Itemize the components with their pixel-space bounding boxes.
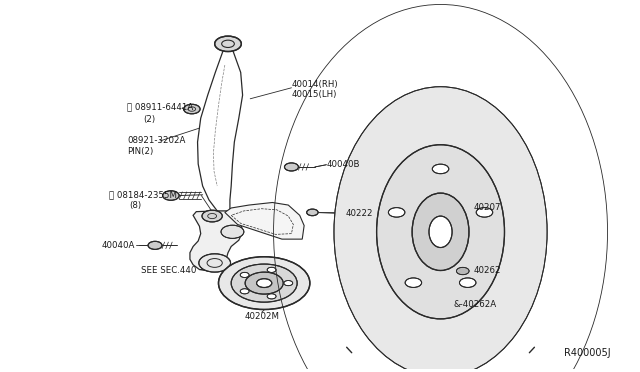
Text: SEE SEC.440: SEE SEC.440 bbox=[141, 266, 196, 275]
Circle shape bbox=[284, 163, 298, 171]
Circle shape bbox=[214, 36, 241, 51]
Text: (8): (8) bbox=[130, 201, 142, 210]
Circle shape bbox=[231, 264, 297, 302]
Circle shape bbox=[240, 272, 249, 278]
Circle shape bbox=[199, 254, 230, 272]
Text: 40040A: 40040A bbox=[101, 241, 134, 250]
Text: 40202M: 40202M bbox=[244, 312, 279, 321]
Circle shape bbox=[163, 191, 179, 200]
Circle shape bbox=[267, 294, 276, 299]
Circle shape bbox=[221, 225, 244, 238]
Text: 40015(LH): 40015(LH) bbox=[291, 90, 337, 99]
Circle shape bbox=[148, 241, 162, 249]
Text: 40040B: 40040B bbox=[326, 160, 360, 169]
Circle shape bbox=[388, 208, 405, 217]
Text: &-40262A: &-40262A bbox=[453, 300, 497, 309]
Text: 40014(RH): 40014(RH) bbox=[291, 80, 338, 89]
Polygon shape bbox=[453, 264, 473, 278]
Circle shape bbox=[284, 280, 292, 286]
Text: 40222: 40222 bbox=[346, 209, 373, 218]
Text: 40262: 40262 bbox=[474, 266, 501, 275]
Ellipse shape bbox=[334, 87, 547, 372]
Text: PIN(2): PIN(2) bbox=[127, 147, 154, 156]
Circle shape bbox=[476, 208, 493, 217]
Text: R400005J: R400005J bbox=[564, 348, 611, 358]
Polygon shape bbox=[190, 211, 243, 271]
Circle shape bbox=[460, 278, 476, 288]
Circle shape bbox=[245, 272, 284, 294]
Text: ⓝ 08911-6441A: ⓝ 08911-6441A bbox=[127, 103, 193, 112]
Polygon shape bbox=[225, 202, 304, 239]
Ellipse shape bbox=[412, 193, 469, 270]
Text: (2): (2) bbox=[143, 115, 156, 124]
Circle shape bbox=[267, 267, 276, 272]
Ellipse shape bbox=[429, 216, 452, 247]
Ellipse shape bbox=[376, 145, 504, 319]
Circle shape bbox=[307, 209, 318, 216]
Ellipse shape bbox=[352, 111, 529, 353]
Text: 08921-3202A: 08921-3202A bbox=[127, 137, 186, 145]
Text: 40207: 40207 bbox=[474, 203, 501, 212]
Circle shape bbox=[405, 278, 422, 288]
Circle shape bbox=[218, 257, 310, 310]
Circle shape bbox=[202, 210, 222, 222]
Circle shape bbox=[432, 164, 449, 174]
Circle shape bbox=[456, 267, 469, 275]
Circle shape bbox=[184, 104, 200, 114]
Circle shape bbox=[240, 289, 249, 294]
Circle shape bbox=[257, 279, 272, 288]
Text: Ⓐ 08184-2355M: Ⓐ 08184-2355M bbox=[109, 190, 177, 199]
